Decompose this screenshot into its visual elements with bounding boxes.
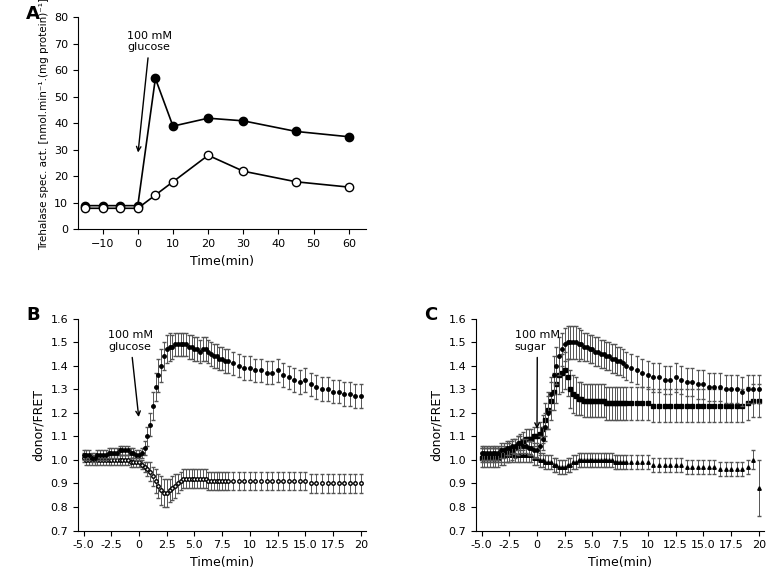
Y-axis label: donor/FRET: donor/FRET bbox=[430, 388, 443, 461]
Text: 100 mM
glucose: 100 mM glucose bbox=[108, 331, 153, 416]
X-axis label: Time(min): Time(min) bbox=[190, 255, 254, 268]
X-axis label: Time(min): Time(min) bbox=[588, 556, 652, 569]
Text: 100 mM
glucose: 100 mM glucose bbox=[127, 31, 172, 151]
Text: B: B bbox=[26, 306, 40, 324]
Y-axis label: Trehalase spec. act. [nmol.min⁻¹.(mg protein)⁻¹]: Trehalase spec. act. [nmol.min⁻¹.(mg pro… bbox=[38, 0, 48, 250]
Text: A: A bbox=[26, 5, 40, 23]
Y-axis label: donor/FRET: donor/FRET bbox=[32, 388, 45, 461]
Text: C: C bbox=[424, 306, 438, 324]
Text: 100 mM
sugar: 100 mM sugar bbox=[515, 331, 560, 427]
X-axis label: Time(min): Time(min) bbox=[190, 556, 254, 569]
